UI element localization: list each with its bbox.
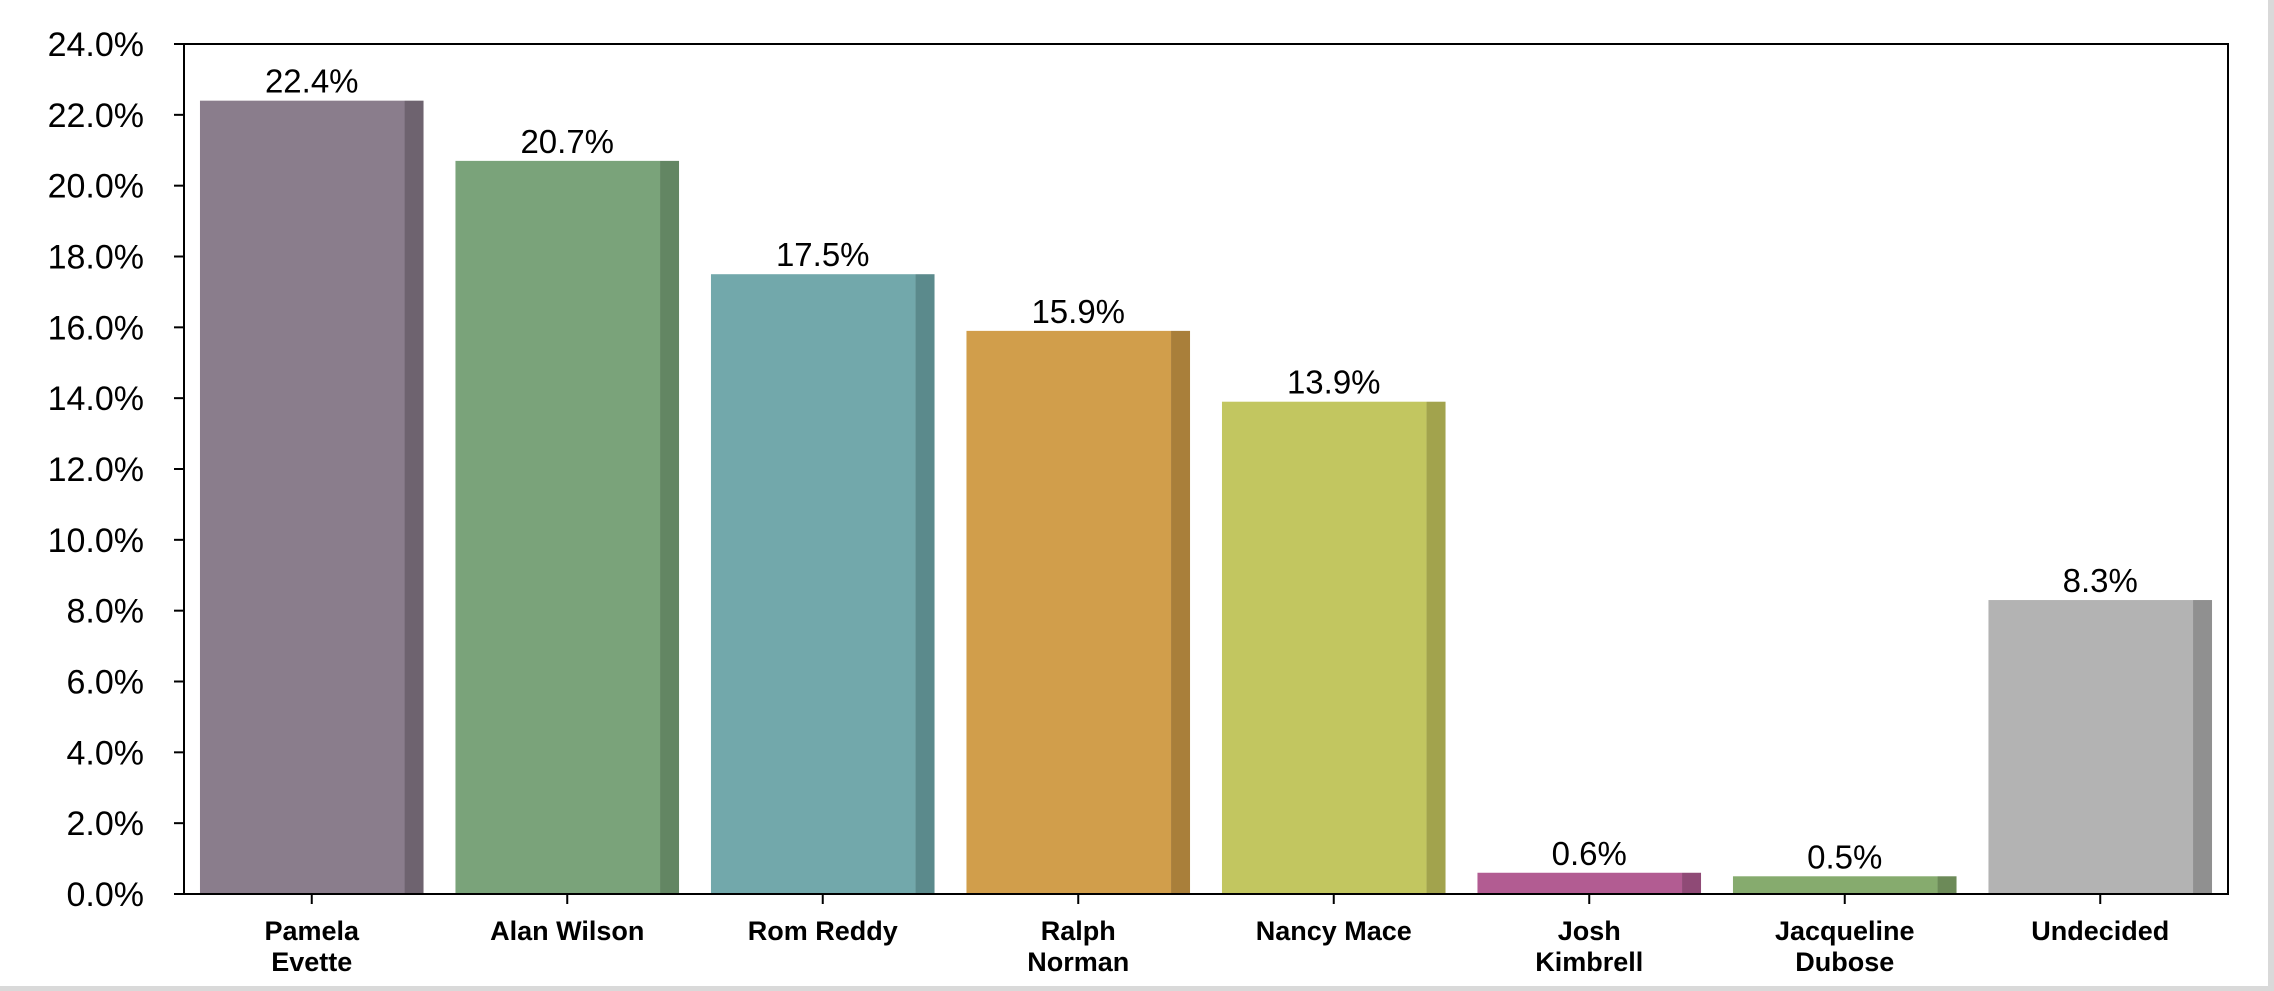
y-tick-label: 18.0% [48,239,144,277]
y-tick-label: 22.0% [48,97,144,135]
bar-side-shade [915,274,935,894]
bar-side-shade [1426,401,1446,894]
y-tick-label: 24.0% [48,26,144,64]
x-category-label: Josh Kimbrell [1535,916,1643,977]
y-tick-label: 4.0% [67,734,145,772]
bar-value-label: 17.5% [776,236,870,273]
x-axis-labels: Pamela Evette Alan Wilson Rom Reddy Ralph Nor… [264,894,2169,977]
bar-value-label: 15.9% [1031,293,1125,330]
bar-value-label: 22.4% [265,63,359,100]
bar [1988,600,2194,894]
x-category-label: Ralph Norman [1027,916,1129,977]
x-category-label: Nancy Mace [1256,916,1412,946]
x-category-label: Jacqueline Dubose [1775,916,1915,977]
x-category-label: Rom Reddy [748,916,898,946]
bar-side-shade [1937,876,1957,894]
bars-group [199,100,2213,894]
bar [455,160,661,894]
y-tick-label: 8.0% [67,593,145,631]
bar [1221,401,1427,894]
bar-side-shade [404,100,424,894]
bar [1732,876,1938,894]
bar [966,330,1172,894]
y-tick-label: 0.0% [67,876,145,914]
bar-side-shade [660,160,680,894]
plot-area-frame [183,43,2229,895]
y-tick-label: 10.0% [48,522,144,560]
bar-value-label: 0.5% [1807,838,1882,875]
x-category-label: Pamela Evette [264,916,360,977]
bar-side-shade [2193,600,2213,894]
data-labels-group: 22.4% 20.7% 17.5% 15.9% 13.9% 0.6% 0.5% 8.3% [265,63,2138,876]
y-axis-ticks: 0.0% 2.0% 4.0% 6.0% 8.0% 10.0% 12.0% 14.0% 16.0%… [48,26,184,914]
bar-side-shade [1171,330,1191,894]
y-tick-label: 6.0% [67,664,145,702]
bar-value-label: 8.3% [2063,562,2138,599]
bar-value-label: 0.6% [1552,835,1627,872]
y-tick-label: 16.0% [48,309,144,347]
bar-value-label: 20.7% [520,123,614,160]
x-category-label: Undecided [2031,916,2169,946]
x-category-label: Alan Wilson [490,916,644,946]
bar [199,100,405,894]
bar [1477,872,1683,894]
y-tick-label: 20.0% [48,168,144,206]
bar-value-label: 13.9% [1287,364,1381,401]
y-tick-label: 12.0% [48,451,144,489]
bar [710,274,916,894]
y-tick-label: 14.0% [48,380,144,418]
y-tick-label: 2.0% [67,805,145,843]
bar-side-shade [1682,872,1702,894]
